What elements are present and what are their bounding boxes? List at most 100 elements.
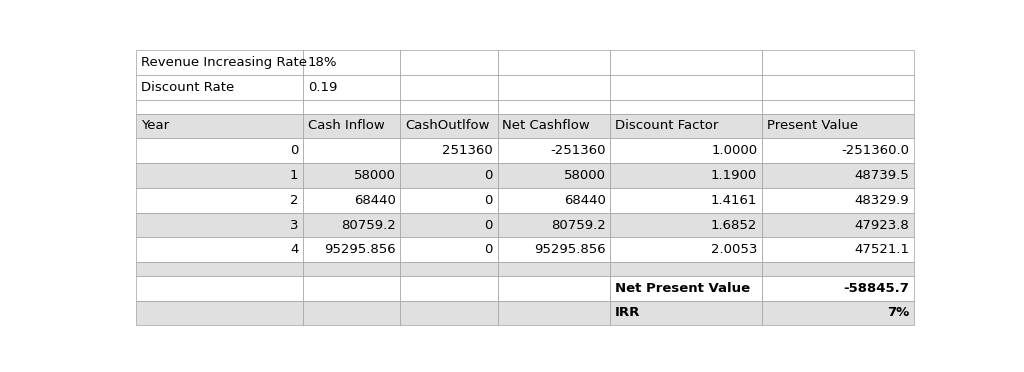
Text: Discount Rate: Discount Rate: [140, 81, 233, 94]
Bar: [136, 113, 303, 138]
Bar: [610, 100, 762, 113]
Bar: [400, 50, 498, 75]
Bar: [400, 301, 498, 326]
Text: Present Value: Present Value: [767, 119, 858, 132]
Bar: [610, 50, 762, 75]
Text: 48329.9: 48329.9: [854, 194, 909, 207]
Text: 2.0053: 2.0053: [711, 243, 757, 256]
Bar: [136, 237, 303, 262]
Bar: [400, 213, 498, 237]
Text: 0: 0: [484, 243, 493, 256]
Bar: [498, 113, 610, 138]
Bar: [610, 301, 762, 326]
Bar: [303, 276, 400, 301]
Bar: [400, 113, 498, 138]
Text: 18%: 18%: [308, 56, 338, 69]
Bar: [400, 188, 498, 213]
Text: Year: Year: [140, 119, 169, 132]
Text: 47521.1: 47521.1: [854, 243, 909, 256]
Bar: [498, 163, 610, 188]
Bar: [762, 163, 913, 188]
Bar: [136, 213, 303, 237]
Bar: [303, 237, 400, 262]
Text: 1: 1: [290, 169, 298, 182]
Bar: [762, 262, 913, 276]
Bar: [303, 138, 400, 163]
Bar: [610, 262, 762, 276]
Text: 58000: 58000: [353, 169, 395, 182]
Text: 1.4161: 1.4161: [711, 194, 757, 207]
Bar: [610, 237, 762, 262]
Text: 3: 3: [290, 218, 298, 231]
Bar: [136, 301, 303, 326]
Text: Net Present Value: Net Present Value: [615, 282, 751, 295]
Text: 80759.2: 80759.2: [341, 218, 395, 231]
Bar: [303, 75, 400, 100]
Bar: [303, 100, 400, 113]
Text: Discount Factor: Discount Factor: [615, 119, 719, 132]
Bar: [303, 213, 400, 237]
Text: 47923.8: 47923.8: [854, 218, 909, 231]
Bar: [400, 75, 498, 100]
Bar: [400, 100, 498, 113]
Bar: [762, 138, 913, 163]
Bar: [498, 100, 610, 113]
Bar: [400, 138, 498, 163]
Text: Net Cashflow: Net Cashflow: [503, 119, 590, 132]
Text: 251360: 251360: [442, 144, 493, 157]
Text: -251360.0: -251360.0: [841, 144, 909, 157]
Text: -58845.7: -58845.7: [843, 282, 909, 295]
Text: 7%: 7%: [887, 307, 909, 320]
Bar: [762, 213, 913, 237]
Bar: [303, 262, 400, 276]
Bar: [610, 138, 762, 163]
Bar: [136, 188, 303, 213]
Text: 95295.856: 95295.856: [534, 243, 605, 256]
Bar: [498, 276, 610, 301]
Text: 68440: 68440: [353, 194, 395, 207]
Bar: [136, 163, 303, 188]
Bar: [136, 262, 303, 276]
Bar: [610, 113, 762, 138]
Bar: [400, 163, 498, 188]
Bar: [400, 276, 498, 301]
Bar: [136, 50, 303, 75]
Bar: [498, 138, 610, 163]
Text: Cash Inflow: Cash Inflow: [308, 119, 385, 132]
Text: 48739.5: 48739.5: [854, 169, 909, 182]
Bar: [136, 138, 303, 163]
Text: 80759.2: 80759.2: [551, 218, 605, 231]
Bar: [400, 237, 498, 262]
Bar: [498, 301, 610, 326]
Bar: [610, 163, 762, 188]
Bar: [762, 188, 913, 213]
Bar: [610, 188, 762, 213]
Bar: [303, 113, 400, 138]
Bar: [762, 237, 913, 262]
Text: 0: 0: [290, 144, 298, 157]
Bar: [136, 75, 303, 100]
Bar: [498, 237, 610, 262]
Bar: [498, 188, 610, 213]
Bar: [762, 75, 913, 100]
Bar: [762, 113, 913, 138]
Text: CashOutlfow: CashOutlfow: [406, 119, 489, 132]
Text: 4: 4: [290, 243, 298, 256]
Bar: [498, 50, 610, 75]
Bar: [498, 75, 610, 100]
Text: 0: 0: [484, 169, 493, 182]
Bar: [303, 50, 400, 75]
Text: 68440: 68440: [564, 194, 605, 207]
Text: 1.1900: 1.1900: [711, 169, 757, 182]
Bar: [610, 75, 762, 100]
Bar: [762, 50, 913, 75]
Text: 1.6852: 1.6852: [711, 218, 757, 231]
Bar: [303, 163, 400, 188]
Bar: [136, 100, 303, 113]
Bar: [610, 213, 762, 237]
Text: 0: 0: [484, 194, 493, 207]
Bar: [762, 100, 913, 113]
Bar: [610, 276, 762, 301]
Text: -251360: -251360: [550, 144, 605, 157]
Text: IRR: IRR: [615, 307, 640, 320]
